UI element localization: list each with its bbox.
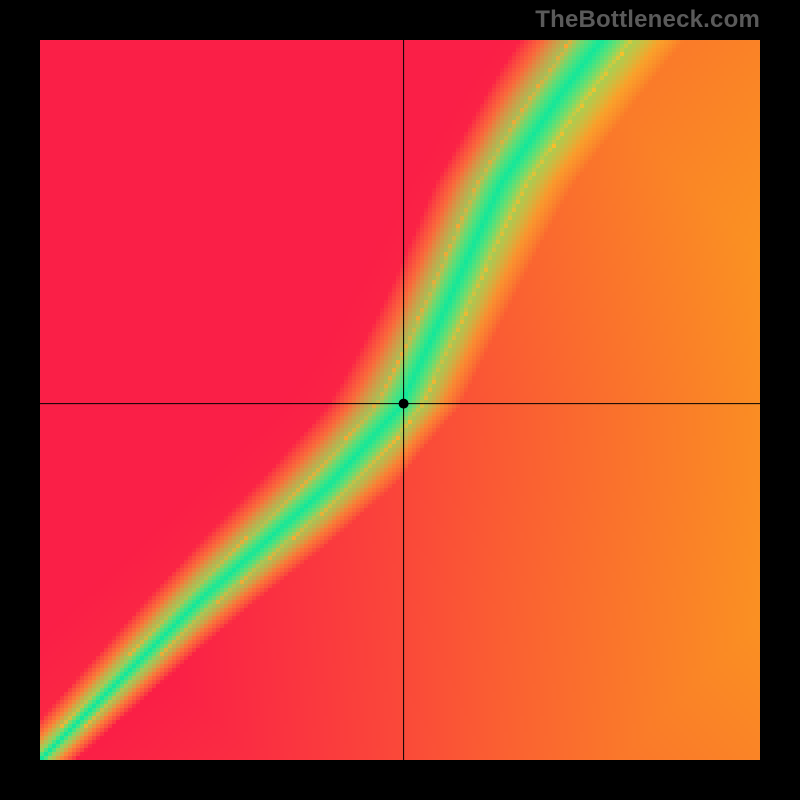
watermark-text: TheBottleneck.com (535, 6, 760, 34)
chart-container: TheBottleneck.com (0, 0, 800, 800)
crosshair-dot (399, 399, 409, 409)
heatmap-plot (40, 40, 760, 760)
